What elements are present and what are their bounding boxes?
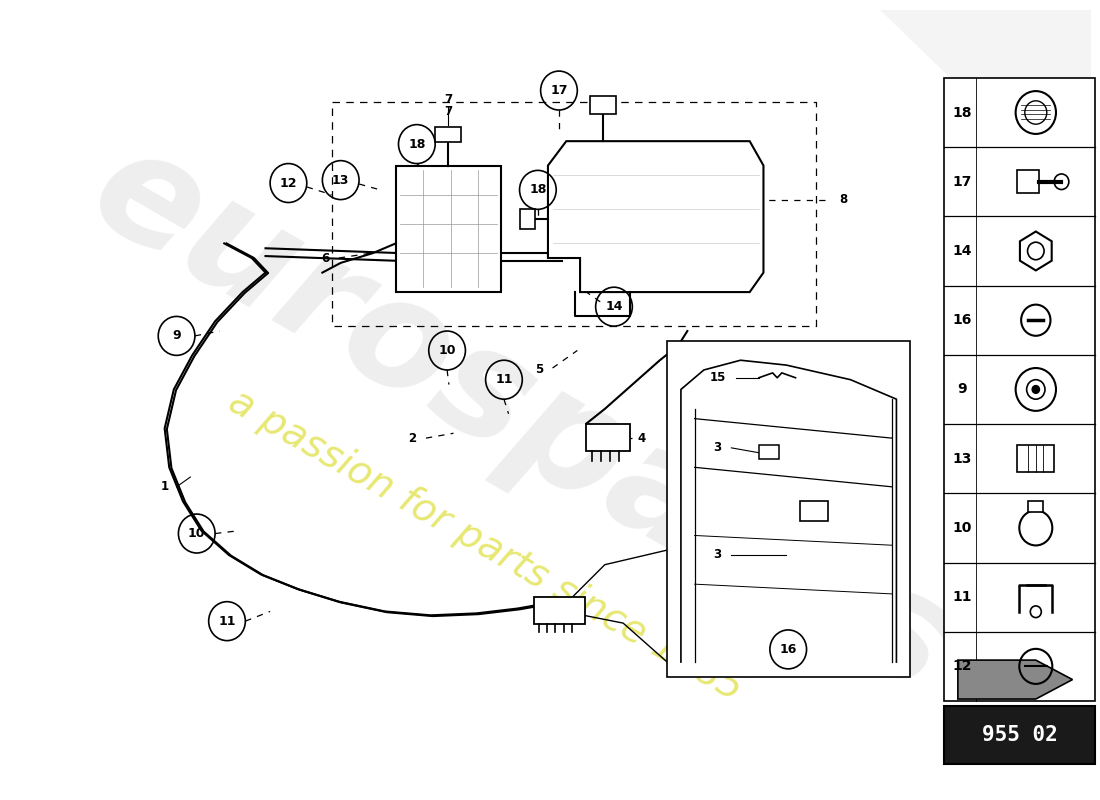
Polygon shape [880, 10, 1091, 214]
Bar [520, 210, 535, 229]
Polygon shape [548, 141, 763, 292]
Bar [590, 96, 616, 114]
Bar [944, 706, 1096, 764]
Text: 11: 11 [495, 374, 513, 386]
Text: 12: 12 [279, 177, 297, 190]
Text: 10: 10 [953, 521, 972, 535]
Bar [944, 78, 1096, 701]
Text: 7: 7 [444, 93, 452, 106]
Bar [396, 166, 502, 292]
Text: 15: 15 [710, 371, 726, 384]
Text: 955 02: 955 02 [982, 725, 1057, 745]
Circle shape [1032, 386, 1040, 394]
Text: 9: 9 [958, 382, 967, 397]
Text: 2: 2 [408, 432, 416, 445]
Bar [436, 126, 461, 142]
Polygon shape [958, 660, 1072, 699]
Text: 14: 14 [605, 300, 623, 313]
Text: 12: 12 [953, 659, 972, 674]
Bar [800, 502, 827, 521]
Text: eurospares: eurospares [67, 113, 978, 725]
Circle shape [1031, 606, 1042, 618]
Text: 10: 10 [438, 344, 455, 357]
Text: 6: 6 [321, 251, 329, 265]
Bar [586, 423, 630, 450]
Text: 18: 18 [408, 138, 426, 150]
Bar [535, 597, 584, 624]
Text: 18: 18 [529, 183, 547, 196]
Text: 17: 17 [953, 174, 972, 189]
Text: 3: 3 [714, 549, 722, 562]
Text: 9: 9 [173, 330, 180, 342]
Text: a passion for parts since 1985: a passion for parts since 1985 [222, 382, 749, 709]
Bar [1028, 501, 1043, 512]
Text: 11: 11 [218, 614, 235, 628]
Text: 14: 14 [953, 244, 972, 258]
Text: 1: 1 [161, 480, 168, 494]
Text: 10: 10 [188, 527, 206, 540]
Bar [759, 445, 779, 458]
Text: 16: 16 [780, 643, 796, 656]
Text: 16: 16 [953, 314, 972, 327]
Bar [1018, 170, 1040, 194]
Text: 18: 18 [953, 106, 972, 119]
Bar [668, 341, 910, 677]
Text: 13: 13 [953, 452, 972, 466]
Text: 7: 7 [444, 106, 452, 118]
Text: 17: 17 [550, 84, 568, 97]
Text: 13: 13 [332, 174, 350, 186]
Text: 8: 8 [839, 193, 847, 206]
Text: 11: 11 [953, 590, 972, 604]
Text: 4: 4 [637, 432, 646, 445]
Bar [1018, 445, 1054, 472]
Text: 3: 3 [714, 442, 722, 454]
Text: 5: 5 [535, 363, 543, 377]
